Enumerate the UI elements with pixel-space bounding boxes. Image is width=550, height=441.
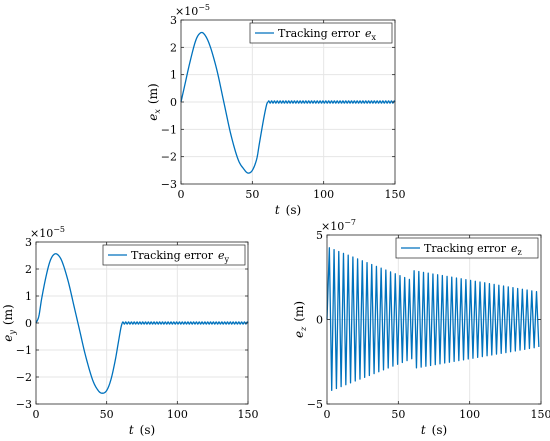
- legend-label: Tracking error ex: [278, 27, 377, 42]
- x-tick-label: 0: [178, 188, 185, 201]
- y-tick-label: 2: [170, 41, 177, 54]
- legend: Tracking error ez: [395, 237, 539, 259]
- legend-box: [102, 244, 246, 266]
- x-axis-unit: (s): [286, 203, 302, 217]
- legend-box: [395, 237, 539, 259]
- x-axis-symbol: t: [421, 423, 426, 437]
- series-line-ey-1: [121, 321, 249, 325]
- exponent-power: −5: [53, 225, 65, 234]
- legend-text: Tracking error: [424, 242, 507, 255]
- y-tick-label: −3: [161, 178, 177, 191]
- y-axis-unit: (m): [146, 83, 160, 104]
- x-tick-label: 50: [100, 408, 114, 421]
- y-tick-label: 0: [170, 96, 177, 109]
- exponent-power: −5: [198, 3, 210, 12]
- y-tick-label: 0: [316, 314, 323, 327]
- y-tick-label: −1: [16, 344, 32, 357]
- chart-ez: 0 50 100 150−505×10−7t (s)ez(m)Tracking erro…: [292, 218, 550, 437]
- y-tick-label: 0: [25, 317, 32, 330]
- legend-subscript: z: [518, 248, 522, 257]
- y-tick-label: 3: [25, 236, 32, 249]
- exponent-label: ×10−5: [30, 225, 65, 240]
- legend-symbol: e: [218, 249, 225, 262]
- y-tick-label: −1: [161, 123, 177, 136]
- y-axis-symbol: e: [146, 114, 160, 121]
- legend-label: Tracking error ez: [424, 242, 522, 257]
- series-line-ex-0: [180, 31, 269, 174]
- legend-symbol: e: [511, 242, 518, 255]
- legend-symbol: e: [365, 27, 372, 40]
- exponent-base: ×10: [321, 220, 344, 233]
- x-tick-label: 100: [313, 188, 334, 201]
- x-tick-label: 100: [167, 408, 188, 421]
- legend-subscript: y: [224, 255, 230, 264]
- legend-text: Tracking error: [131, 249, 214, 262]
- x-tick-label: 0: [33, 408, 40, 421]
- y-tick-label: −5: [307, 398, 323, 411]
- exponent-label: ×10−5: [175, 3, 210, 18]
- x-tick-label: 150: [531, 408, 550, 421]
- series-line-ex-1: [267, 100, 396, 104]
- exponent-base: ×10: [175, 5, 198, 18]
- y-axis-label: ex (m): [146, 83, 162, 120]
- x-tick-label: 50: [391, 408, 405, 421]
- x-axis-label: t (s): [129, 423, 155, 437]
- x-axis-unit: (s): [140, 423, 156, 437]
- y-axis-subscript: y: [8, 330, 17, 336]
- x-tick-label: 50: [245, 188, 259, 201]
- series-line-ey-0: [35, 253, 123, 394]
- y-axis-symbol: e: [1, 335, 15, 342]
- y-tick-label: 1: [170, 69, 177, 82]
- y-axis-label: ey (m): [1, 304, 17, 341]
- x-tick-label: 0: [324, 408, 331, 421]
- legend: Tracking error ey: [102, 244, 246, 266]
- y-axis-subscript: x: [153, 109, 162, 114]
- x-axis-label: t (s): [421, 423, 447, 437]
- exponent-label: ×10−7: [321, 218, 356, 233]
- legend-text: Tracking error: [278, 27, 361, 40]
- legend-box: [249, 22, 393, 44]
- legend: Tracking error ex: [249, 22, 393, 44]
- y-tick-label: 5: [316, 229, 323, 242]
- y-axis-unit: (m): [1, 304, 15, 325]
- x-axis-unit: (s): [432, 423, 448, 437]
- x-axis-label: t (s): [275, 203, 301, 217]
- y-tick-label: 1: [25, 290, 32, 303]
- y-tick-label: −2: [16, 371, 32, 384]
- y-axis-label: ez (m): [292, 301, 308, 338]
- legend-subscript: x: [372, 33, 377, 42]
- series-line-ez-0: [326, 247, 540, 391]
- y-axis-unit: (m): [292, 301, 306, 322]
- y-tick-label: −3: [16, 398, 32, 411]
- y-axis-symbol: e: [292, 331, 306, 338]
- exponent-base: ×10: [30, 227, 53, 240]
- y-tick-label: −2: [161, 151, 177, 164]
- y-tick-label: 2: [25, 263, 32, 276]
- legend-label: Tracking error ey: [131, 249, 230, 264]
- y-axis-subscript: z: [299, 326, 308, 332]
- x-tick-label: 150: [385, 188, 406, 201]
- x-tick-label: 150: [238, 408, 259, 421]
- x-axis-symbol: t: [129, 423, 134, 437]
- x-axis-symbol: t: [275, 203, 280, 217]
- x-tick-label: 100: [459, 408, 480, 421]
- y-tick-label: 3: [170, 14, 177, 27]
- exponent-power: −7: [344, 218, 356, 227]
